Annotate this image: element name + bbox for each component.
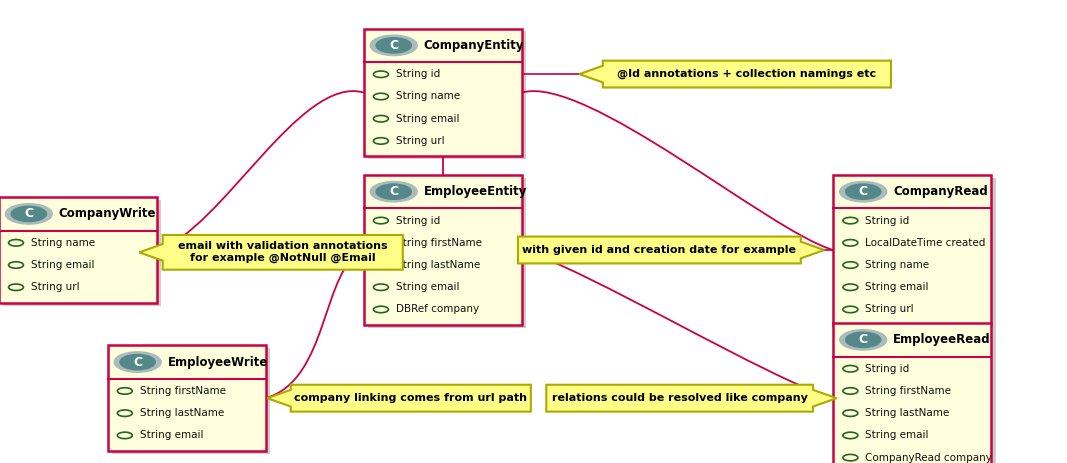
PathPatch shape	[267, 385, 531, 412]
Text: String url: String url	[396, 136, 445, 146]
Text: String lastName: String lastName	[865, 408, 950, 418]
Text: String firstName: String firstName	[396, 238, 482, 248]
PathPatch shape	[140, 235, 403, 269]
Text: with given id and creation date for example: with given id and creation date for exam…	[523, 245, 796, 255]
FancyBboxPatch shape	[368, 178, 526, 328]
Text: C: C	[389, 185, 398, 198]
Text: company linking comes from url path: company linking comes from url path	[294, 393, 527, 403]
Circle shape	[5, 204, 52, 224]
Text: relations could be resolved like company: relations could be resolved like company	[552, 393, 808, 403]
Text: C: C	[389, 39, 398, 52]
FancyBboxPatch shape	[364, 29, 522, 156]
Text: String id: String id	[396, 69, 440, 79]
Text: String email: String email	[865, 431, 929, 440]
Circle shape	[370, 181, 417, 202]
Text: String email: String email	[140, 431, 204, 440]
Text: DBRef company: DBRef company	[396, 305, 479, 314]
FancyBboxPatch shape	[368, 31, 526, 159]
Circle shape	[120, 355, 156, 369]
Text: EmployeeEntity: EmployeeEntity	[424, 185, 527, 198]
FancyBboxPatch shape	[364, 175, 522, 325]
Text: CompanyRead: CompanyRead	[893, 185, 988, 198]
Text: C: C	[133, 356, 142, 369]
Circle shape	[12, 206, 47, 221]
Circle shape	[846, 332, 881, 347]
Text: C: C	[859, 185, 867, 198]
Text: String lastName: String lastName	[396, 260, 480, 270]
Text: email with validation annotations: email with validation annotations	[178, 241, 387, 251]
Circle shape	[377, 38, 412, 53]
Text: @Id annotations + collection namings etc: @Id annotations + collection namings etc	[618, 69, 876, 79]
Circle shape	[377, 184, 412, 199]
Text: String firstName: String firstName	[865, 386, 952, 396]
Text: C: C	[859, 333, 867, 346]
Text: EmployeeWrite: EmployeeWrite	[168, 356, 268, 369]
Circle shape	[840, 181, 887, 202]
Text: String email: String email	[865, 282, 929, 292]
FancyBboxPatch shape	[112, 348, 270, 454]
Text: String url: String url	[865, 305, 914, 314]
Text: String name: String name	[31, 238, 95, 248]
Text: String email: String email	[31, 260, 95, 270]
PathPatch shape	[519, 237, 824, 263]
Text: String url: String url	[31, 282, 80, 292]
FancyBboxPatch shape	[3, 200, 161, 306]
Text: String lastName: String lastName	[140, 408, 224, 418]
Text: CompanyEntity: CompanyEntity	[424, 39, 524, 52]
Text: String id: String id	[865, 364, 909, 374]
Text: String email: String email	[396, 282, 460, 292]
Text: String email: String email	[396, 114, 460, 124]
FancyBboxPatch shape	[838, 326, 996, 463]
Text: String id: String id	[396, 216, 440, 225]
FancyBboxPatch shape	[108, 345, 266, 451]
Text: String name: String name	[396, 92, 460, 101]
Circle shape	[370, 35, 417, 56]
Circle shape	[840, 330, 887, 350]
PathPatch shape	[546, 385, 837, 412]
Text: String name: String name	[865, 260, 929, 270]
Text: EmployeeRead: EmployeeRead	[893, 333, 990, 346]
Text: LocalDateTime created: LocalDateTime created	[865, 238, 986, 248]
FancyBboxPatch shape	[833, 323, 991, 463]
FancyBboxPatch shape	[833, 175, 991, 325]
Text: CompanyWrite: CompanyWrite	[59, 207, 156, 220]
Text: for example @NotNull @Email: for example @NotNull @Email	[190, 253, 376, 263]
Circle shape	[846, 184, 881, 199]
Text: CompanyRead company: CompanyRead company	[865, 453, 992, 463]
FancyBboxPatch shape	[0, 197, 157, 303]
PathPatch shape	[579, 61, 891, 88]
Circle shape	[114, 352, 161, 372]
Text: String firstName: String firstName	[140, 386, 226, 396]
Text: String id: String id	[865, 216, 909, 225]
FancyBboxPatch shape	[838, 178, 996, 328]
Text: C: C	[25, 207, 33, 220]
